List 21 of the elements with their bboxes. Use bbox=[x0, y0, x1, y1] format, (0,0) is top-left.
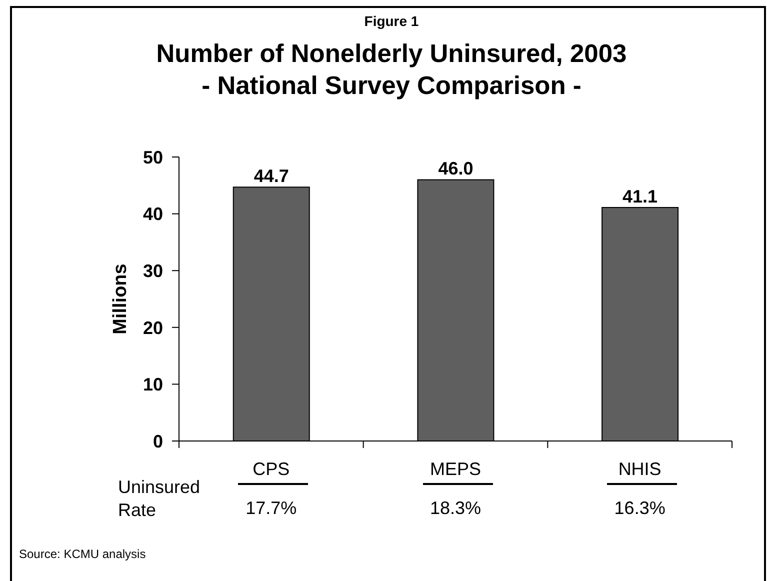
source-note: Source: KCMU analysis bbox=[19, 547, 146, 561]
y-tick-label: 40 bbox=[142, 204, 163, 224]
caption: Figure 1 bbox=[363, 13, 420, 29]
text: 18.3% bbox=[428, 497, 482, 520]
text: 16.3% bbox=[613, 497, 666, 520]
data-label: 41.1 bbox=[622, 186, 658, 207]
chart-title: Number of Nonelderly Uninsured, 2003 bbox=[155, 39, 628, 69]
y-tick-label: 50 bbox=[142, 147, 163, 168]
x-tick-label: NHIS bbox=[618, 459, 662, 479]
text: 17.7% bbox=[244, 497, 298, 520]
x-tick-label: MEPS bbox=[430, 459, 482, 479]
data-label: 44.7 bbox=[254, 166, 289, 186]
x-tick-label: CPS bbox=[252, 459, 290, 479]
y-tick-label: 30 bbox=[142, 260, 163, 281]
data-label: 46.0 bbox=[438, 158, 474, 179]
chart-subtitle: - National Survey Comparison - bbox=[200, 71, 582, 101]
y-axis-title: Millions bbox=[110, 264, 132, 334]
text: Uninsured Rate bbox=[118, 476, 202, 522]
y-tick-label: 0 bbox=[152, 431, 163, 452]
y-tick-label: 10 bbox=[142, 374, 163, 395]
y-tick-label: 20 bbox=[142, 318, 163, 338]
